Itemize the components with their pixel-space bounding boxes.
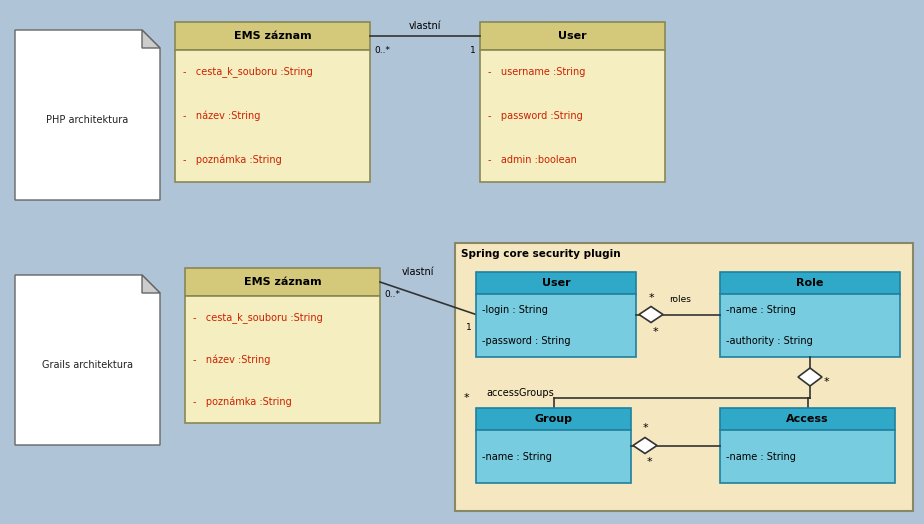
FancyBboxPatch shape <box>455 243 913 511</box>
FancyBboxPatch shape <box>185 268 380 296</box>
Polygon shape <box>633 438 657 453</box>
FancyBboxPatch shape <box>480 50 665 182</box>
Text: -   cesta_k_souboru :String: - cesta_k_souboru :String <box>193 312 322 323</box>
FancyBboxPatch shape <box>720 294 900 357</box>
Text: 1: 1 <box>467 322 472 332</box>
FancyBboxPatch shape <box>720 408 895 430</box>
Text: roles: roles <box>669 296 691 304</box>
FancyBboxPatch shape <box>175 50 370 182</box>
Text: -login : String: -login : String <box>482 305 548 315</box>
Polygon shape <box>15 30 160 200</box>
Text: Spring core security plugin: Spring core security plugin <box>461 249 621 259</box>
Text: -name : String: -name : String <box>482 452 552 462</box>
Text: vlastní: vlastní <box>408 21 442 31</box>
Text: -   admin :boolean: - admin :boolean <box>488 155 577 165</box>
Text: *: * <box>642 423 648 433</box>
Text: -   poznámka :String: - poznámka :String <box>193 397 292 407</box>
Text: vlastní: vlastní <box>402 267 434 277</box>
FancyBboxPatch shape <box>476 408 631 430</box>
Polygon shape <box>142 30 160 48</box>
FancyBboxPatch shape <box>476 294 636 357</box>
Text: -   username :String: - username :String <box>488 67 586 77</box>
FancyBboxPatch shape <box>480 22 665 50</box>
FancyBboxPatch shape <box>185 296 380 423</box>
Text: accessGroups: accessGroups <box>486 388 553 398</box>
Text: Access: Access <box>786 414 829 424</box>
Polygon shape <box>142 275 160 293</box>
Text: 1: 1 <box>470 46 476 55</box>
Polygon shape <box>798 368 822 386</box>
FancyBboxPatch shape <box>476 430 631 483</box>
Polygon shape <box>15 275 160 445</box>
Text: User: User <box>541 278 570 288</box>
Text: PHP architektura: PHP architektura <box>46 115 128 125</box>
Text: *: * <box>649 292 654 302</box>
Polygon shape <box>639 307 663 322</box>
FancyBboxPatch shape <box>720 272 900 294</box>
Text: Group: Group <box>534 414 573 424</box>
Text: *: * <box>463 393 468 403</box>
Text: -   název :String: - název :String <box>193 354 271 365</box>
Text: -   poznámka :String: - poznámka :String <box>183 155 282 165</box>
Text: -name : String: -name : String <box>726 452 796 462</box>
Text: User: User <box>558 31 587 41</box>
Text: 0..*: 0..* <box>374 46 390 55</box>
Text: EMS záznam: EMS záznam <box>244 277 322 287</box>
FancyBboxPatch shape <box>476 272 636 294</box>
Text: *: * <box>824 377 830 387</box>
FancyBboxPatch shape <box>720 430 895 483</box>
Text: -   cesta_k_souboru :String: - cesta_k_souboru :String <box>183 67 312 78</box>
Text: Role: Role <box>796 278 823 288</box>
Text: EMS záznam: EMS záznam <box>234 31 311 41</box>
Text: -name : String: -name : String <box>726 305 796 315</box>
Text: -   password :String: - password :String <box>488 111 583 121</box>
Text: -authority : String: -authority : String <box>726 336 813 346</box>
FancyBboxPatch shape <box>175 22 370 50</box>
Text: -password : String: -password : String <box>482 336 570 346</box>
Text: -   název :String: - název :String <box>183 111 261 121</box>
Text: Grails architektura: Grails architektura <box>42 360 133 370</box>
Text: *: * <box>653 326 659 336</box>
Text: *: * <box>647 457 652 467</box>
Text: 0..*: 0..* <box>384 290 400 299</box>
